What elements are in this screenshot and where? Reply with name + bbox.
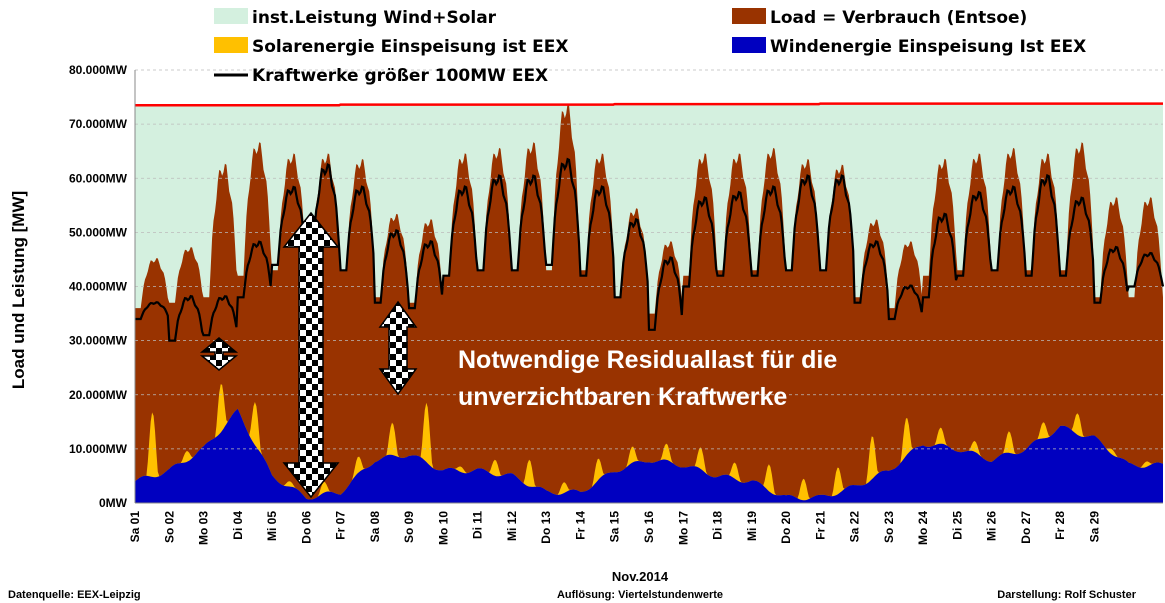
legend-swatch-installed	[214, 8, 248, 24]
x-tick-label: Mo 17	[676, 511, 690, 545]
wind-area	[135, 408, 1163, 503]
y-tick-label: 10.000MW	[69, 442, 128, 456]
x-tick-label: Do 27	[1019, 511, 1033, 544]
installed-capacity-line	[135, 102, 1163, 107]
x-tick-label: Fr 21	[813, 511, 827, 540]
x-tick-label: So 16	[642, 511, 656, 543]
y-tick-label: 30.000MW	[69, 334, 128, 348]
x-tick-label: Di 11	[471, 511, 485, 539]
y-tick-label: 80.000MW	[69, 63, 128, 77]
x-tick-label: Sa 15	[608, 511, 622, 543]
x-tick-label: Sa 01	[128, 511, 142, 543]
legend-label-plants: Kraftwerke größer 100MW EEX	[252, 66, 548, 86]
x-tick-label: Mi 05	[265, 511, 279, 541]
annotation-arrows	[199, 211, 418, 499]
x-tick-label: Fr 28	[1053, 511, 1067, 540]
x-tick-label: Sa 08	[368, 511, 382, 543]
y-tick-label: 20.000MW	[69, 388, 128, 402]
y-tick-label: 70.000MW	[69, 117, 128, 131]
footer-resolution: Auflösung: Viertelstundenwerte	[557, 589, 723, 601]
x-tick-label: So 23	[882, 511, 896, 543]
y-tick-label: 50.000MW	[69, 225, 128, 239]
annotation-line-1: Notwendige Residuallast für die	[458, 346, 837, 374]
y-tick-label: 60.000MW	[69, 171, 128, 185]
legend-label-wind: Windenergie Einspeisung Ist EEX	[770, 37, 1086, 57]
double-arrow-medium	[378, 300, 418, 396]
y-tick-label: 0MW	[99, 496, 128, 510]
x-tick-label: Do 13	[539, 511, 553, 544]
x-tick-label: Fr 14	[573, 511, 587, 540]
x-tick-label: So 09	[402, 511, 416, 543]
x-tick-label: Sa 29	[1087, 511, 1101, 543]
x-tick-label: Mo 03	[197, 511, 211, 545]
x-tick-label: Di 25	[950, 511, 964, 540]
x-tick-label: Di 18	[711, 511, 725, 540]
y-tick-label: 40.000MW	[69, 280, 128, 294]
legend-label-load: Load = Verbrauch (Entsoe)	[770, 8, 1027, 28]
x-tick-label: Mo 10	[436, 511, 450, 545]
legend: inst.Leistung Wind+Solar Load = Verbrauc…	[214, 8, 1086, 86]
x-tick-label: Sa 22	[848, 511, 862, 543]
x-tick-label: Do 20	[779, 511, 793, 544]
legend-label-installed: inst.Leistung Wind+Solar	[252, 8, 497, 28]
y-axis: 0MW 10.000MW 20.000MW 30.000MW 40.000MW 50.00…	[69, 63, 128, 510]
x-tick-label: Mi 19	[745, 511, 759, 541]
x-axis: Sa 01 So 02 Mo 03 Di 04 Mi 05 Do 06 Fr 07 Sa 08…	[128, 511, 1101, 545]
footer-author: Darstellung: Rolf Schuster	[997, 589, 1136, 601]
double-arrow-large	[282, 211, 340, 499]
double-arrow-small	[199, 337, 239, 371]
legend-swatch-load	[732, 8, 766, 24]
x-tick-label: Mo 24	[916, 511, 930, 545]
x-tick-label: Mi 12	[505, 511, 519, 541]
x-tick-label: So 02	[162, 511, 176, 543]
x-tick-label: Do 06	[299, 511, 313, 544]
footer-source: Datenquelle: EEX-Leipzig	[8, 589, 141, 601]
x-tick-label: Di 04	[231, 511, 245, 540]
x-tick-label: Mi 26	[985, 511, 999, 541]
y-axis-title: Load und Leistung [MW]	[9, 191, 28, 389]
load-area	[135, 103, 1163, 504]
legend-swatch-wind	[732, 37, 766, 53]
legend-label-solar: Solarenergie Einspeisung ist EEX	[252, 37, 569, 57]
legend-swatch-solar	[214, 37, 248, 53]
x-axis-title: Nov.2014	[612, 569, 669, 584]
plot-area	[134, 69, 1165, 504]
x-tick-label: Fr 07	[334, 511, 348, 540]
annotation-line-2: unverzichtbaren Kraftwerke	[458, 383, 787, 411]
